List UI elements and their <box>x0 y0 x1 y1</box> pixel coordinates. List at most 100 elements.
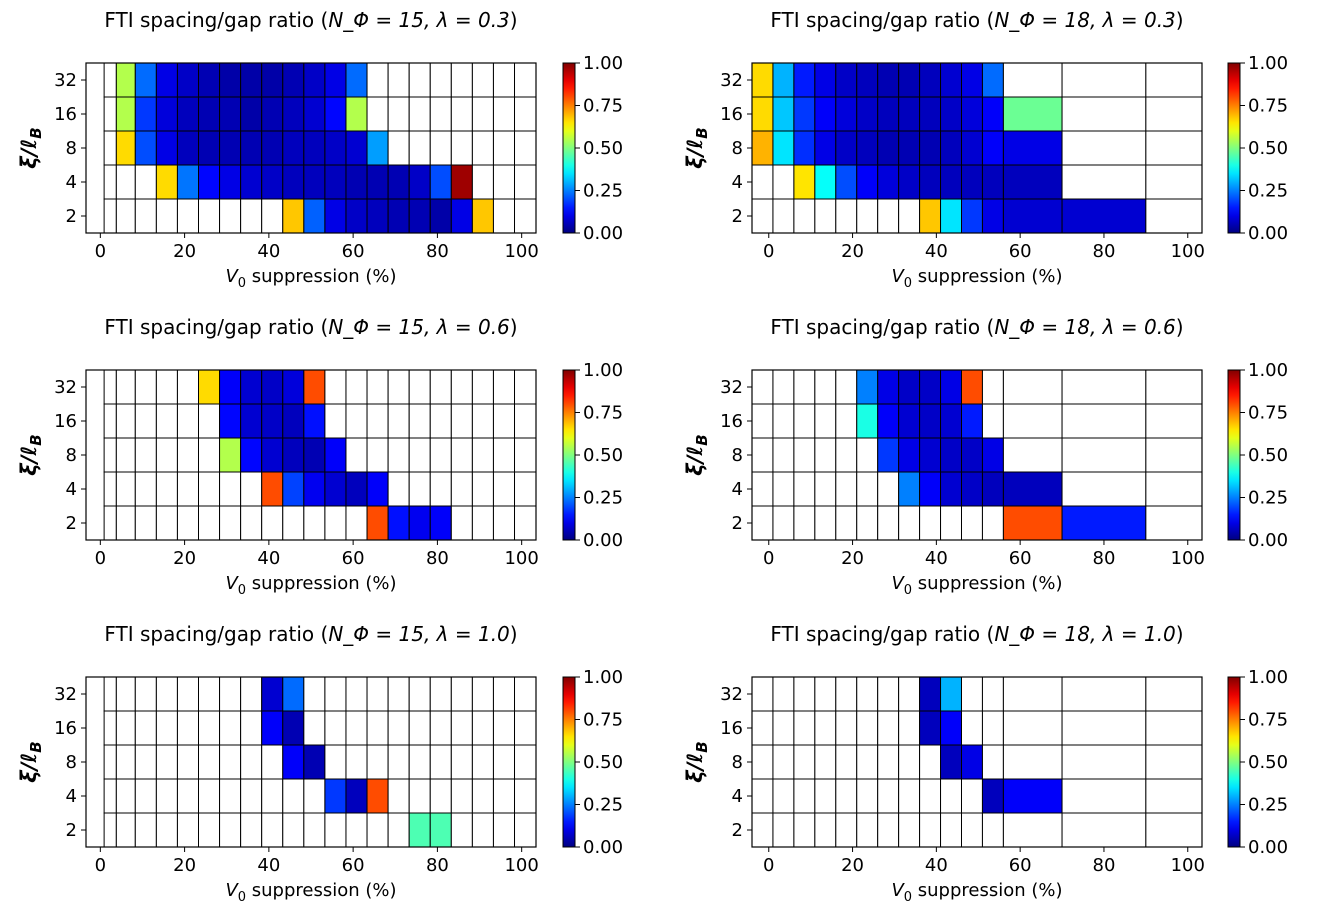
heatmap-cell-empty <box>177 199 198 233</box>
colorbar <box>1228 370 1240 540</box>
x-axis-label: V0 suppression (%) <box>225 266 396 291</box>
heatmap-cell-empty <box>409 370 430 404</box>
heatmap-cell <box>241 131 262 165</box>
heatmap-cell-empty <box>515 370 536 404</box>
heatmap-cell-empty <box>199 438 220 472</box>
heatmap-panel: FTI spacing/gap ratio (N_Φ = 15, λ = 0.6… <box>17 315 623 598</box>
heatmap-cell-empty <box>325 813 346 847</box>
heatmap-cell-empty <box>836 711 857 745</box>
x-axis-label: V0 suppression (%) <box>891 880 1062 905</box>
heatmap-cell-empty <box>794 745 815 779</box>
heatmap-cell <box>283 472 304 506</box>
title-prefix: FTI spacing/gap ratio ( <box>104 315 328 339</box>
heatmap-cell-empty <box>773 745 794 779</box>
heatmap-cell <box>430 506 451 540</box>
heatmap-cell <box>961 199 982 233</box>
heatmap-cell <box>941 370 962 404</box>
colorbar-tick-label: 0.25 <box>583 795 623 816</box>
heatmap-cell-empty <box>388 745 409 779</box>
y-tick-label: 2 <box>66 513 77 534</box>
heatmap-cell-empty <box>220 779 241 813</box>
title-prefix: FTI spacing/gap ratio ( <box>104 8 328 32</box>
heatmap-cell <box>283 745 304 779</box>
heatmap-cell <box>283 63 304 97</box>
heatmap-cell <box>941 97 962 131</box>
heatmap-cell-empty <box>177 438 198 472</box>
heatmap-cell-empty <box>515 97 536 131</box>
heatmap-cell-empty <box>752 165 773 199</box>
heatmap-cell-empty <box>241 472 262 506</box>
heatmap-cell-empty <box>325 711 346 745</box>
heatmap-cell-empty <box>409 63 430 97</box>
heatmap-cell-empty <box>451 506 472 540</box>
x-tick-label: 0 <box>95 855 106 876</box>
panel-title: FTI spacing/gap ratio (N_Φ = 18, λ = 1.0… <box>770 622 1183 646</box>
heatmap-cell <box>472 199 493 233</box>
heatmap-cell-empty <box>262 745 283 779</box>
heatmap-cell-empty <box>899 677 920 711</box>
heatmap-cell <box>283 165 304 199</box>
heatmap-cell-empty <box>388 677 409 711</box>
heatmap-cell <box>283 97 304 131</box>
heatmap-cell-empty <box>878 711 899 745</box>
heatmap-panel: FTI spacing/gap ratio (N_Φ = 18, λ = 0.3… <box>683 8 1288 291</box>
heatmap-cell <box>1003 779 1062 813</box>
y-tick-label: 4 <box>66 479 77 500</box>
heatmap-cell-empty <box>773 438 794 472</box>
colorbar-tick-label: 0.00 <box>1248 223 1288 244</box>
heatmap-cell <box>346 131 367 165</box>
heatmap-cell-empty <box>388 472 409 506</box>
heatmap-cell-empty <box>815 370 836 404</box>
heatmap-cell <box>304 438 325 472</box>
y-axis-label: ξ/ℓB <box>683 127 711 168</box>
heatmap-cell-empty <box>199 779 220 813</box>
heatmap-cell-empty <box>135 199 156 233</box>
heatmap-cell-empty <box>1146 404 1202 438</box>
x-axis-label: V0 suppression (%) <box>225 880 396 905</box>
heatmap-cell-empty <box>493 677 514 711</box>
heatmap-cell <box>878 97 899 131</box>
heatmap-cell <box>304 404 325 438</box>
heatmap-cell-empty <box>430 131 451 165</box>
heatmap-cell-empty <box>752 506 773 540</box>
heatmap-cell-empty <box>982 506 1003 540</box>
heatmap-cell <box>409 199 430 233</box>
heatmap-cell-empty <box>752 677 773 711</box>
heatmap-cell <box>941 63 962 97</box>
heatmap-cell-empty <box>451 97 472 131</box>
heatmap-cell <box>878 131 899 165</box>
heatmap-cell <box>794 63 815 97</box>
heatmap-cell-empty <box>367 745 388 779</box>
x-tick-label: 60 <box>342 241 365 262</box>
colorbar-tick-label: 0.25 <box>1248 488 1288 509</box>
heatmap-cell-empty <box>135 745 156 779</box>
x-tick-label: 20 <box>841 241 864 262</box>
heatmap-cell <box>367 472 388 506</box>
y-tick-label: 8 <box>732 752 743 773</box>
heatmap-cell-empty <box>857 199 878 233</box>
heatmap-cell-empty <box>241 813 262 847</box>
heatmap-cell-empty <box>177 745 198 779</box>
x-tick-label: 80 <box>1093 548 1116 569</box>
heatmap-cell-empty <box>156 370 177 404</box>
heatmap-cell-empty <box>815 677 836 711</box>
heatmap-cell-empty <box>878 677 899 711</box>
heatmap-cell-empty <box>388 370 409 404</box>
y-tick-label: 4 <box>66 172 77 193</box>
colorbar-tick-label: 1.00 <box>1248 53 1288 74</box>
heatmap-cell-empty <box>430 370 451 404</box>
colorbar-tick-label: 0.50 <box>1248 752 1288 773</box>
heatmap-cell <box>156 97 177 131</box>
heatmap-cell <box>878 370 899 404</box>
heatmap-cell-empty <box>899 711 920 745</box>
heatmap-cell-empty <box>794 438 815 472</box>
x-tick-label: 100 <box>1171 855 1205 876</box>
heatmap-cell-empty <box>346 745 367 779</box>
heatmap-cell-empty <box>773 711 794 745</box>
heatmap-cell <box>815 97 836 131</box>
heatmap-cell <box>283 438 304 472</box>
heatmap-cell <box>220 131 241 165</box>
heatmap-cell-empty <box>199 506 220 540</box>
heatmap-cell-empty <box>920 745 941 779</box>
heatmap-cell-empty <box>773 404 794 438</box>
